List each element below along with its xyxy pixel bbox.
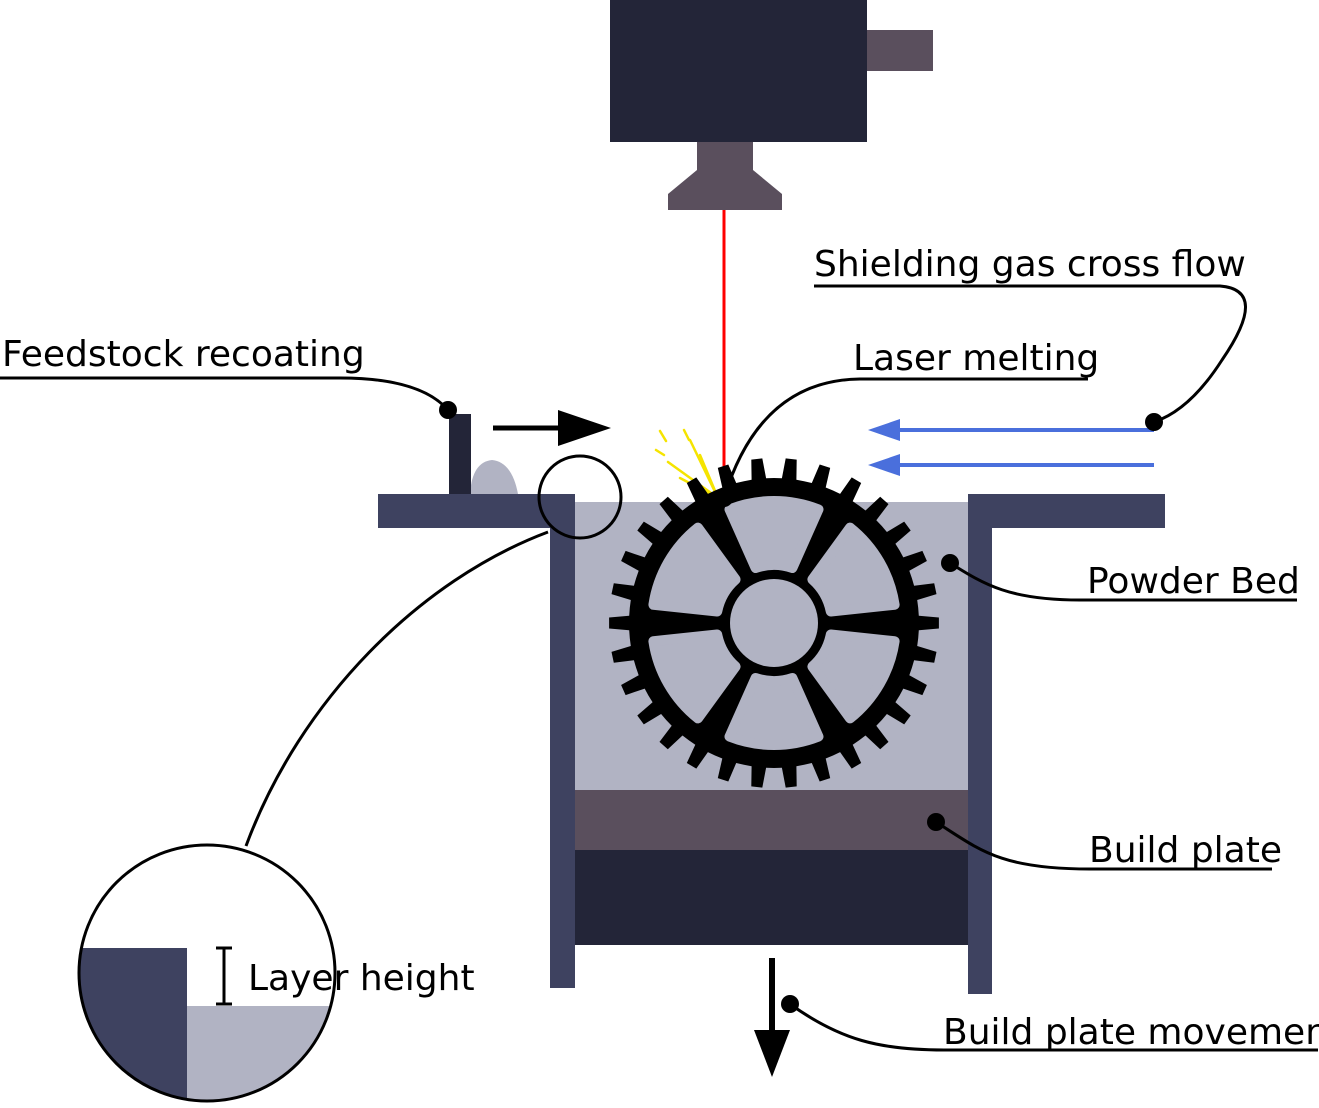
powder-bed-leader [949, 561, 1297, 602]
gear-window [648, 629, 741, 724]
label-build-plate: Build plate [1089, 830, 1282, 871]
gear-window [807, 629, 900, 724]
feedstock-leader-dot [439, 401, 457, 419]
label-powder-bed: Powder Bed [1087, 561, 1300, 602]
label-shielding-gas: Shielding gas cross flow [814, 244, 1246, 285]
spark-icon [654, 428, 720, 500]
laser-leader-dot [715, 489, 733, 507]
movement-leader-dot [781, 995, 799, 1013]
gas-leader [814, 284, 1247, 424]
powder-bed-leader-dot [941, 554, 959, 572]
label-feedstock: Feedstock recoating [2, 334, 365, 375]
gear-window [724, 673, 824, 751]
layer-height-bracket-icon [216, 946, 232, 1006]
recoater-blade [449, 414, 518, 494]
gear-hub [730, 579, 818, 667]
laser-head-icon [610, 0, 933, 210]
build-plate-leader [935, 820, 1272, 871]
movement-leader [789, 1002, 1318, 1052]
gear-window [807, 522, 900, 617]
gear-icon [609, 458, 939, 788]
label-build-plate-movement: Build plate movement [943, 1012, 1319, 1053]
feedstock-leader [0, 376, 450, 411]
gear-window [648, 522, 741, 617]
recoat-direction-arrow [493, 410, 611, 446]
gas-flow-arrows [868, 419, 1154, 476]
zoom-connector [244, 530, 549, 847]
build-plate [574, 790, 969, 850]
gas-leader-dot [1145, 413, 1163, 431]
build-plate-leader-dot [927, 813, 945, 831]
build-plate-movement-arrow [754, 958, 790, 1077]
label-laser: Laser melting [853, 338, 1099, 379]
magnifier-circle [537, 454, 623, 540]
gear-window [724, 495, 824, 573]
build-piston [574, 850, 969, 945]
label-layer-height: Layer height [248, 958, 475, 999]
zoom-inset [77, 843, 337, 1103]
laser-leader [722, 377, 1088, 499]
